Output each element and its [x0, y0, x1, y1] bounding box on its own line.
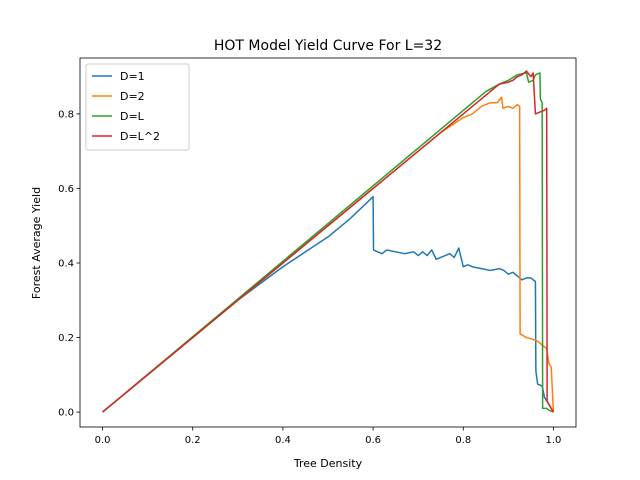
x-tick-label: 0.6	[365, 435, 381, 446]
series-layer	[102, 70, 555, 413]
y-tick-label: 0.6	[58, 184, 74, 195]
plot-frame	[79, 57, 577, 428]
legend: D=1 D=2 D=L D=L^2	[85, 63, 190, 151]
legend-label: D=L	[120, 110, 145, 123]
legend-label: D=L^2	[120, 130, 160, 143]
y-axis-label: Forest Average Yield	[30, 187, 43, 299]
chart-title: HOT Model Yield Curve For L=32	[214, 38, 442, 54]
x-tick-label: 1.0	[546, 435, 562, 446]
y-tick-label: 0.0	[58, 408, 74, 419]
legend-label: D=1	[120, 70, 145, 83]
y-tick-label: 0.2	[58, 333, 74, 344]
x-tick-label: 0.2	[185, 435, 201, 446]
x-tick-label: 0.8	[455, 435, 471, 446]
legend-label: D=2	[120, 90, 145, 103]
x-axis-ticks: 0.0 0.2 0.4 0.6 0.8 1.0	[95, 427, 562, 446]
x-axis-label: Tree Density	[293, 457, 363, 470]
y-tick-label: 0.8	[58, 109, 74, 120]
series-line-4	[102, 70, 555, 413]
y-tick-label: 0.4	[58, 259, 74, 270]
x-tick-label: 0.0	[95, 435, 111, 446]
series-line-3	[102, 72, 554, 413]
x-tick-label: 0.4	[275, 435, 291, 446]
y-axis-ticks: 0.0 0.2 0.4 0.6 0.8	[58, 109, 80, 419]
legend-box	[85, 63, 190, 151]
series-line-1	[102, 195, 555, 413]
series-line-2	[102, 96, 555, 413]
